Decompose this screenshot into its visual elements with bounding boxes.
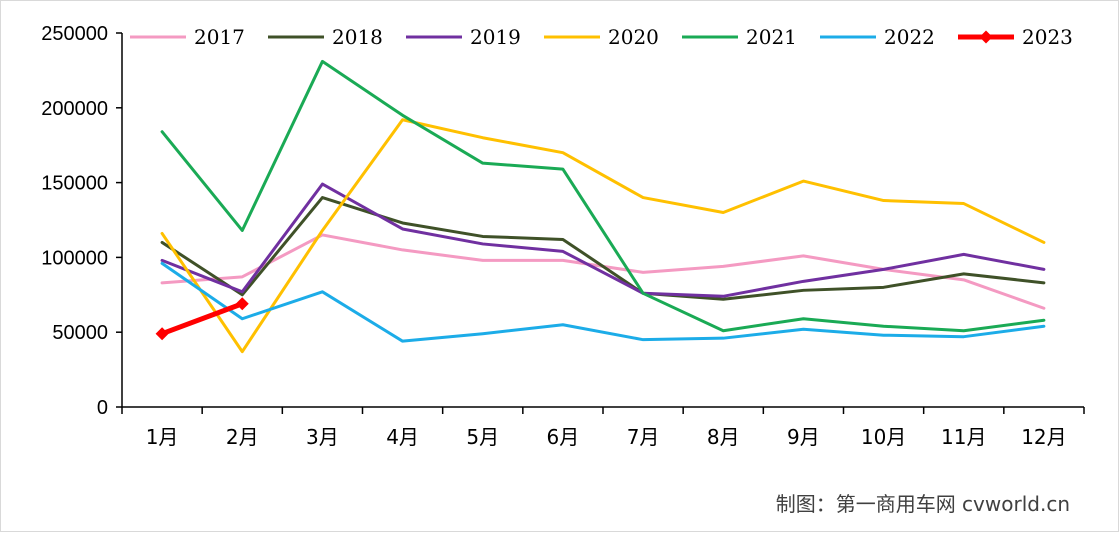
y-tick-label: 100000 bbox=[41, 247, 108, 269]
legend-label-2022: 2022 bbox=[884, 25, 935, 49]
legend-marker-2023 bbox=[979, 30, 993, 44]
data-point-2023 bbox=[155, 327, 169, 341]
legend-label-2021: 2021 bbox=[746, 25, 797, 49]
x-tick-label: 2月 bbox=[226, 425, 259, 449]
x-tick-label: 10月 bbox=[861, 425, 906, 449]
series-line-2023 bbox=[159, 301, 245, 337]
x-tick-label: 9月 bbox=[787, 425, 820, 449]
x-tick-label: 4月 bbox=[386, 425, 419, 449]
x-tick-label: 11月 bbox=[941, 425, 986, 449]
y-tick-label: 0 bbox=[97, 397, 108, 419]
chart-credit: 制图：第一商用车网 cvworld.cn bbox=[775, 492, 1070, 516]
series-line-2022 bbox=[160, 261, 1046, 343]
series-lines bbox=[155, 59, 1046, 354]
legend: 2017 2018 2019 2020 2021 2022 2023 bbox=[130, 25, 1073, 49]
x-tick-label: 5月 bbox=[466, 425, 499, 449]
legend-label-2023: 2023 bbox=[1022, 25, 1073, 49]
y-axis: 0 50000 100000 150000 200000 250000 bbox=[41, 23, 123, 419]
y-tick-label: 200000 bbox=[41, 98, 108, 120]
series-line-2019 bbox=[160, 182, 1046, 298]
series-line-2021 bbox=[160, 59, 1046, 333]
y-tick-label: 50000 bbox=[52, 322, 108, 344]
x-tick-label: 6月 bbox=[547, 425, 580, 449]
y-tick-label: 150000 bbox=[41, 173, 108, 195]
x-axis: 1月 2月 3月 4月 5月 6月 7月 8月 9月 10月 11月 12月 bbox=[121, 406, 1085, 449]
x-tick-label: 12月 bbox=[1021, 425, 1066, 449]
x-tick-label: 1月 bbox=[146, 425, 179, 449]
x-tick-label: 3月 bbox=[306, 425, 339, 449]
x-tick-label: 7月 bbox=[627, 425, 660, 449]
x-tick-label: 8月 bbox=[707, 425, 740, 449]
data-point-2023 bbox=[235, 297, 249, 311]
legend-label-2020: 2020 bbox=[608, 25, 659, 49]
series-line-2018 bbox=[160, 196, 1046, 301]
series-line-2020 bbox=[160, 118, 1046, 354]
legend-label-2018: 2018 bbox=[332, 25, 383, 49]
legend-label-2017: 2017 bbox=[194, 25, 245, 49]
legend-label-2019: 2019 bbox=[470, 25, 521, 49]
y-tick-label: 250000 bbox=[41, 23, 108, 45]
